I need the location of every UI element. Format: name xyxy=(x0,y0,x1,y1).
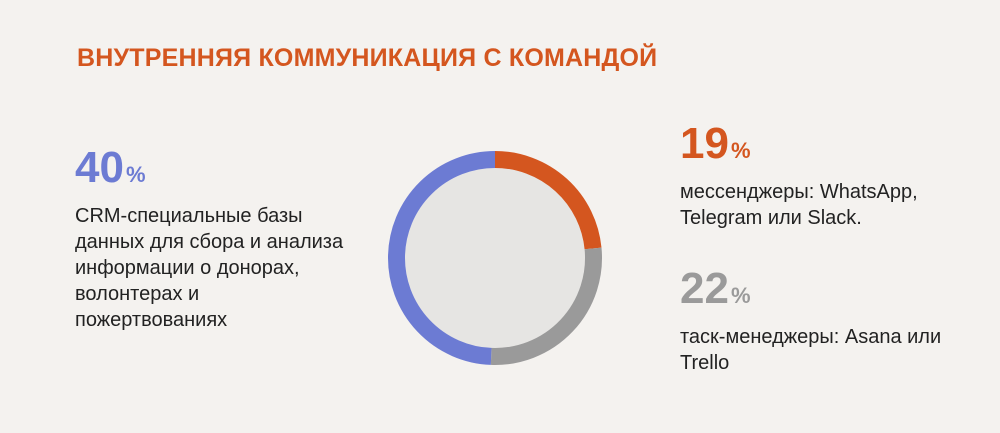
value: 22 xyxy=(680,264,729,313)
value-label: 22% xyxy=(680,265,970,320)
legend-item: 22% таск-менеджеры: Asana или Trello xyxy=(680,265,970,376)
donut-segment xyxy=(490,247,602,365)
legend-item: 19% мессенджеры: WhatsApp, Telegram или S… xyxy=(680,120,970,231)
value: 19 xyxy=(680,119,729,168)
value-label: 19% xyxy=(680,120,970,175)
title: ВНУТРЕННЯЯ КОММУНИКАЦИЯ С КОМАНДОЙ xyxy=(77,44,658,72)
donut-segment xyxy=(388,151,496,365)
donut-center xyxy=(405,168,585,348)
category-label: CRM-специальные базы данных для сбора и … xyxy=(75,205,344,331)
donut-segment xyxy=(494,151,602,250)
legend-item: 40% CRM-специальные базы данных для сбора… xyxy=(75,144,345,333)
category-label: мессенджеры: WhatsApp, Telegram или Slac… xyxy=(680,181,918,229)
category-label: таск-менеджеры: Asana или Trello xyxy=(680,326,942,374)
unit: % xyxy=(730,283,751,308)
unit: % xyxy=(730,138,751,163)
value-label: 40% xyxy=(75,144,345,199)
unit: % xyxy=(125,162,146,187)
value: 40 xyxy=(75,143,124,192)
